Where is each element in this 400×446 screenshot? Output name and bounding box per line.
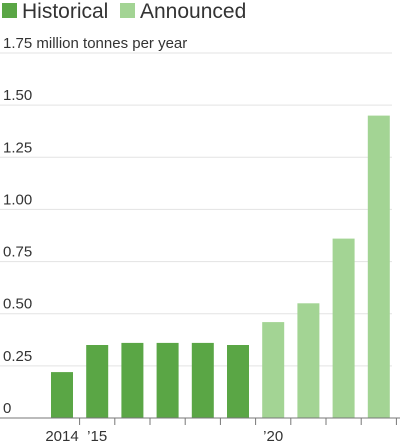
legend-swatch-historical xyxy=(2,3,17,18)
y-tick-label: 1.00 xyxy=(3,191,32,208)
y-tick-label: 1.25 xyxy=(3,139,32,156)
legend-label-announced: Announced xyxy=(140,0,246,23)
y-tick-label: 1.50 xyxy=(3,87,32,104)
y-tick-label: 0.50 xyxy=(3,296,32,313)
y-axis-tick-labels: 0 0.25 0.50 0.75 1.00 1.25 1.50 1.75 million to… xyxy=(3,35,187,417)
legend-label-historical: Historical xyxy=(22,0,108,23)
legend-swatch-announced xyxy=(120,3,135,18)
y-tick-label: 0.25 xyxy=(3,348,32,365)
bars xyxy=(51,115,390,418)
bar-historical-2019 xyxy=(227,345,249,418)
y-axis-unit-label: 1.75 million tonnes per year xyxy=(3,35,187,52)
x-axis-ticks: 2014 ’15 ’20 xyxy=(45,418,397,445)
bar-announced-2023 xyxy=(367,115,390,418)
bar-historical-2016 xyxy=(121,342,144,418)
bar-historical-2017 xyxy=(156,342,179,418)
bar-announced-2022 xyxy=(332,238,355,418)
x-tick-label: ’15 xyxy=(87,428,107,445)
bar-historical-2015 xyxy=(86,345,109,418)
legend: Historical Announced xyxy=(2,0,246,23)
y-tick-label: 0.75 xyxy=(3,244,32,261)
bar-announced-2020 xyxy=(262,322,285,418)
bar-historical-2014 xyxy=(51,372,73,418)
gridlines xyxy=(0,52,392,367)
bar-announced-2021 xyxy=(297,303,320,418)
y-tick-label: 0 xyxy=(3,400,11,417)
x-tick-label: ’20 xyxy=(263,428,283,445)
bar-historical-2018 xyxy=(191,342,214,418)
x-tick-label: 2014 xyxy=(45,428,78,445)
